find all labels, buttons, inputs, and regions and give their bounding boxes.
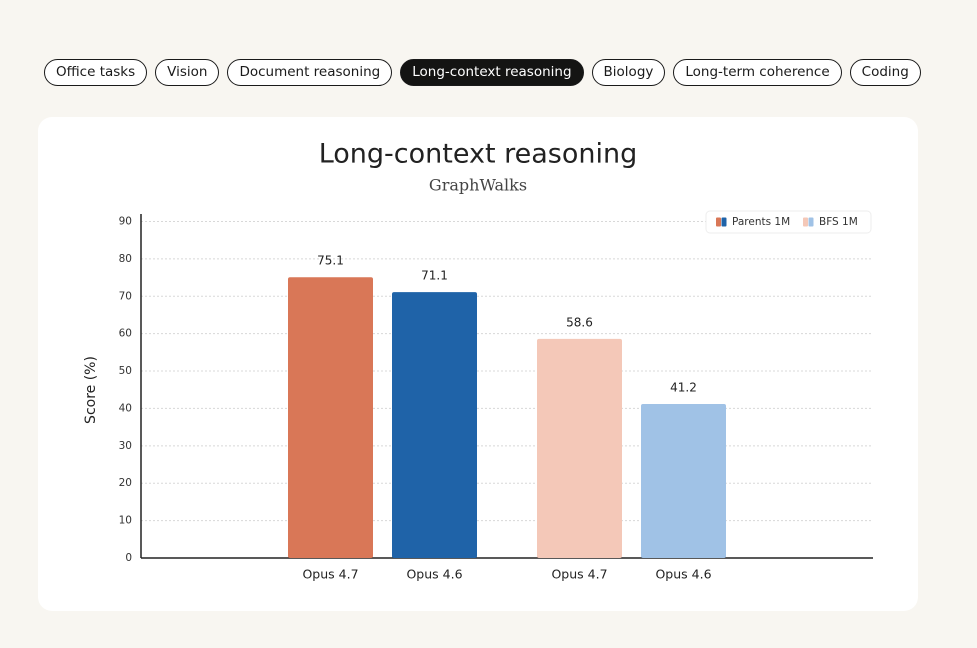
value-label: 41.2 — [670, 380, 697, 394]
legend-label: Parents 1M — [732, 216, 790, 228]
x-tick-label: Opus 4.6 — [406, 567, 462, 582]
y-tick-label: 20 — [119, 477, 132, 489]
legend-swatch — [808, 217, 814, 227]
legend-box — [705, 210, 872, 234]
tab[interactable]: Document reasoning — [227, 59, 393, 86]
tab[interactable]: Office tasks — [44, 59, 148, 86]
tab[interactable]: Coding — [849, 59, 921, 86]
chart-subtitle: GraphWalks — [429, 176, 527, 195]
x-tick-label: Opus 4.6 — [655, 567, 711, 582]
y-tick-label: 70 — [119, 290, 132, 302]
y-tick-label: 60 — [119, 328, 132, 340]
y-axis-label: Score (%) — [83, 356, 99, 424]
bar — [537, 338, 622, 558]
value-label: 58.6 — [566, 315, 593, 329]
tab[interactable]: Long-term coherence — [673, 59, 842, 86]
y-tick-label: 30 — [119, 440, 132, 452]
y-tick-label: 90 — [119, 215, 132, 227]
y-tick-label: 50 — [119, 365, 132, 377]
tab[interactable]: Long-context reasoning — [400, 59, 584, 86]
tab[interactable]: Biology — [591, 59, 666, 86]
chart-card — [38, 117, 918, 611]
y-tick-label: 10 — [119, 515, 132, 527]
bar — [288, 277, 373, 558]
tab[interactable]: Vision — [155, 59, 220, 86]
y-tick-label: 40 — [119, 402, 132, 414]
y-tick-label: 80 — [119, 253, 132, 265]
legend-swatch — [716, 217, 721, 227]
chart-title: Long-context reasoning — [319, 139, 638, 170]
value-label: 75.1 — [317, 254, 344, 268]
legend-swatch — [721, 217, 727, 227]
legend-label: BFS 1M — [819, 216, 858, 228]
bar — [392, 292, 477, 558]
x-tick-label: Opus 4.7 — [302, 567, 358, 582]
x-tick-label: Opus 4.7 — [551, 567, 607, 582]
bar — [641, 403, 726, 558]
legend-swatch — [803, 217, 808, 227]
tab-bar: Office tasks Vision Document reasoning Long… — [44, 59, 921, 86]
y-tick-label: 0 — [125, 552, 132, 564]
value-label: 71.1 — [421, 269, 448, 283]
